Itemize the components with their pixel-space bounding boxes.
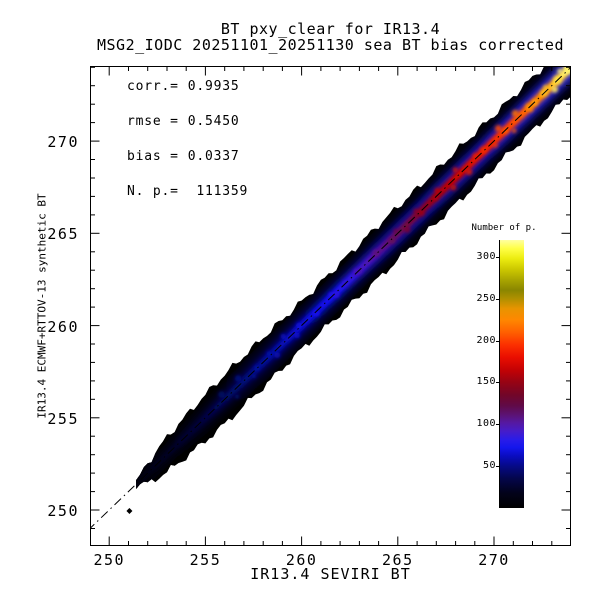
stat-bias-label: bias = <box>127 149 179 164</box>
stat-corr: corr.= 0.9935 <box>127 79 248 94</box>
y-tick-label: 255 <box>47 409 79 428</box>
y-tick-label: 250 <box>47 502 79 521</box>
colorbar <box>499 240 524 508</box>
plot-title: BT pxy_clear for IR13.4 <box>220 20 441 38</box>
colorbar-tick-mark <box>496 466 499 467</box>
stat-npoints-value: 111359 <box>187 184 249 199</box>
stat-bias-value: 0.0337 <box>187 149 240 164</box>
colorbar-tick-label: 300 <box>476 250 496 262</box>
x-tick-label: 270 <box>478 551 510 569</box>
y-tick-label: 265 <box>47 225 79 244</box>
colorbar-tick-mark <box>496 341 499 342</box>
stat-corr-label: corr.= <box>127 79 179 94</box>
colorbar-tick-label: 50 <box>482 460 496 472</box>
stat-npoints: N. p.= 111359 <box>127 184 249 199</box>
density-scatter-plot <box>90 66 571 546</box>
stat-bias: bias = 0.0337 <box>127 149 248 164</box>
colorbar-tick-mark <box>496 382 499 383</box>
stat-rmse-label: rmse = <box>127 114 179 129</box>
plot-subtitle: MSG2_IODC 20251101_20251130 sea BT bias … <box>96 36 564 54</box>
stat-npoints-label: N. p.= <box>127 184 179 199</box>
colorbar-tick-mark <box>496 424 499 425</box>
x-tick-label: 260 <box>285 551 318 569</box>
colorbar-tick-label: 150 <box>476 376 496 388</box>
stats-block: corr.= 0.9935 rmse = 0.5450 bias = 0.0337 N… <box>127 79 248 219</box>
stat-corr-value: 0.9935 <box>187 79 240 94</box>
colorbar-tick-mark <box>496 299 499 300</box>
colorbar-tick-label: 250 <box>476 292 496 304</box>
x-tick-label: 250 <box>93 551 126 569</box>
y-tick-label: 260 <box>47 317 79 336</box>
colorbar-tick-label: 100 <box>476 418 496 430</box>
x-axis-title: IR13.4 SEVIRI BT <box>250 565 411 583</box>
x-tick-label: 255 <box>189 551 222 569</box>
colorbar-tick-label: 200 <box>476 334 496 346</box>
stat-rmse: rmse = 0.5450 <box>127 114 248 129</box>
colorbar-tick-mark <box>496 257 499 258</box>
x-tick-label: 265 <box>382 551 414 569</box>
y-tick-label: 270 <box>47 133 79 152</box>
colorbar-title: Number of p. <box>471 223 537 233</box>
stat-rmse-value: 0.5450 <box>187 114 240 129</box>
